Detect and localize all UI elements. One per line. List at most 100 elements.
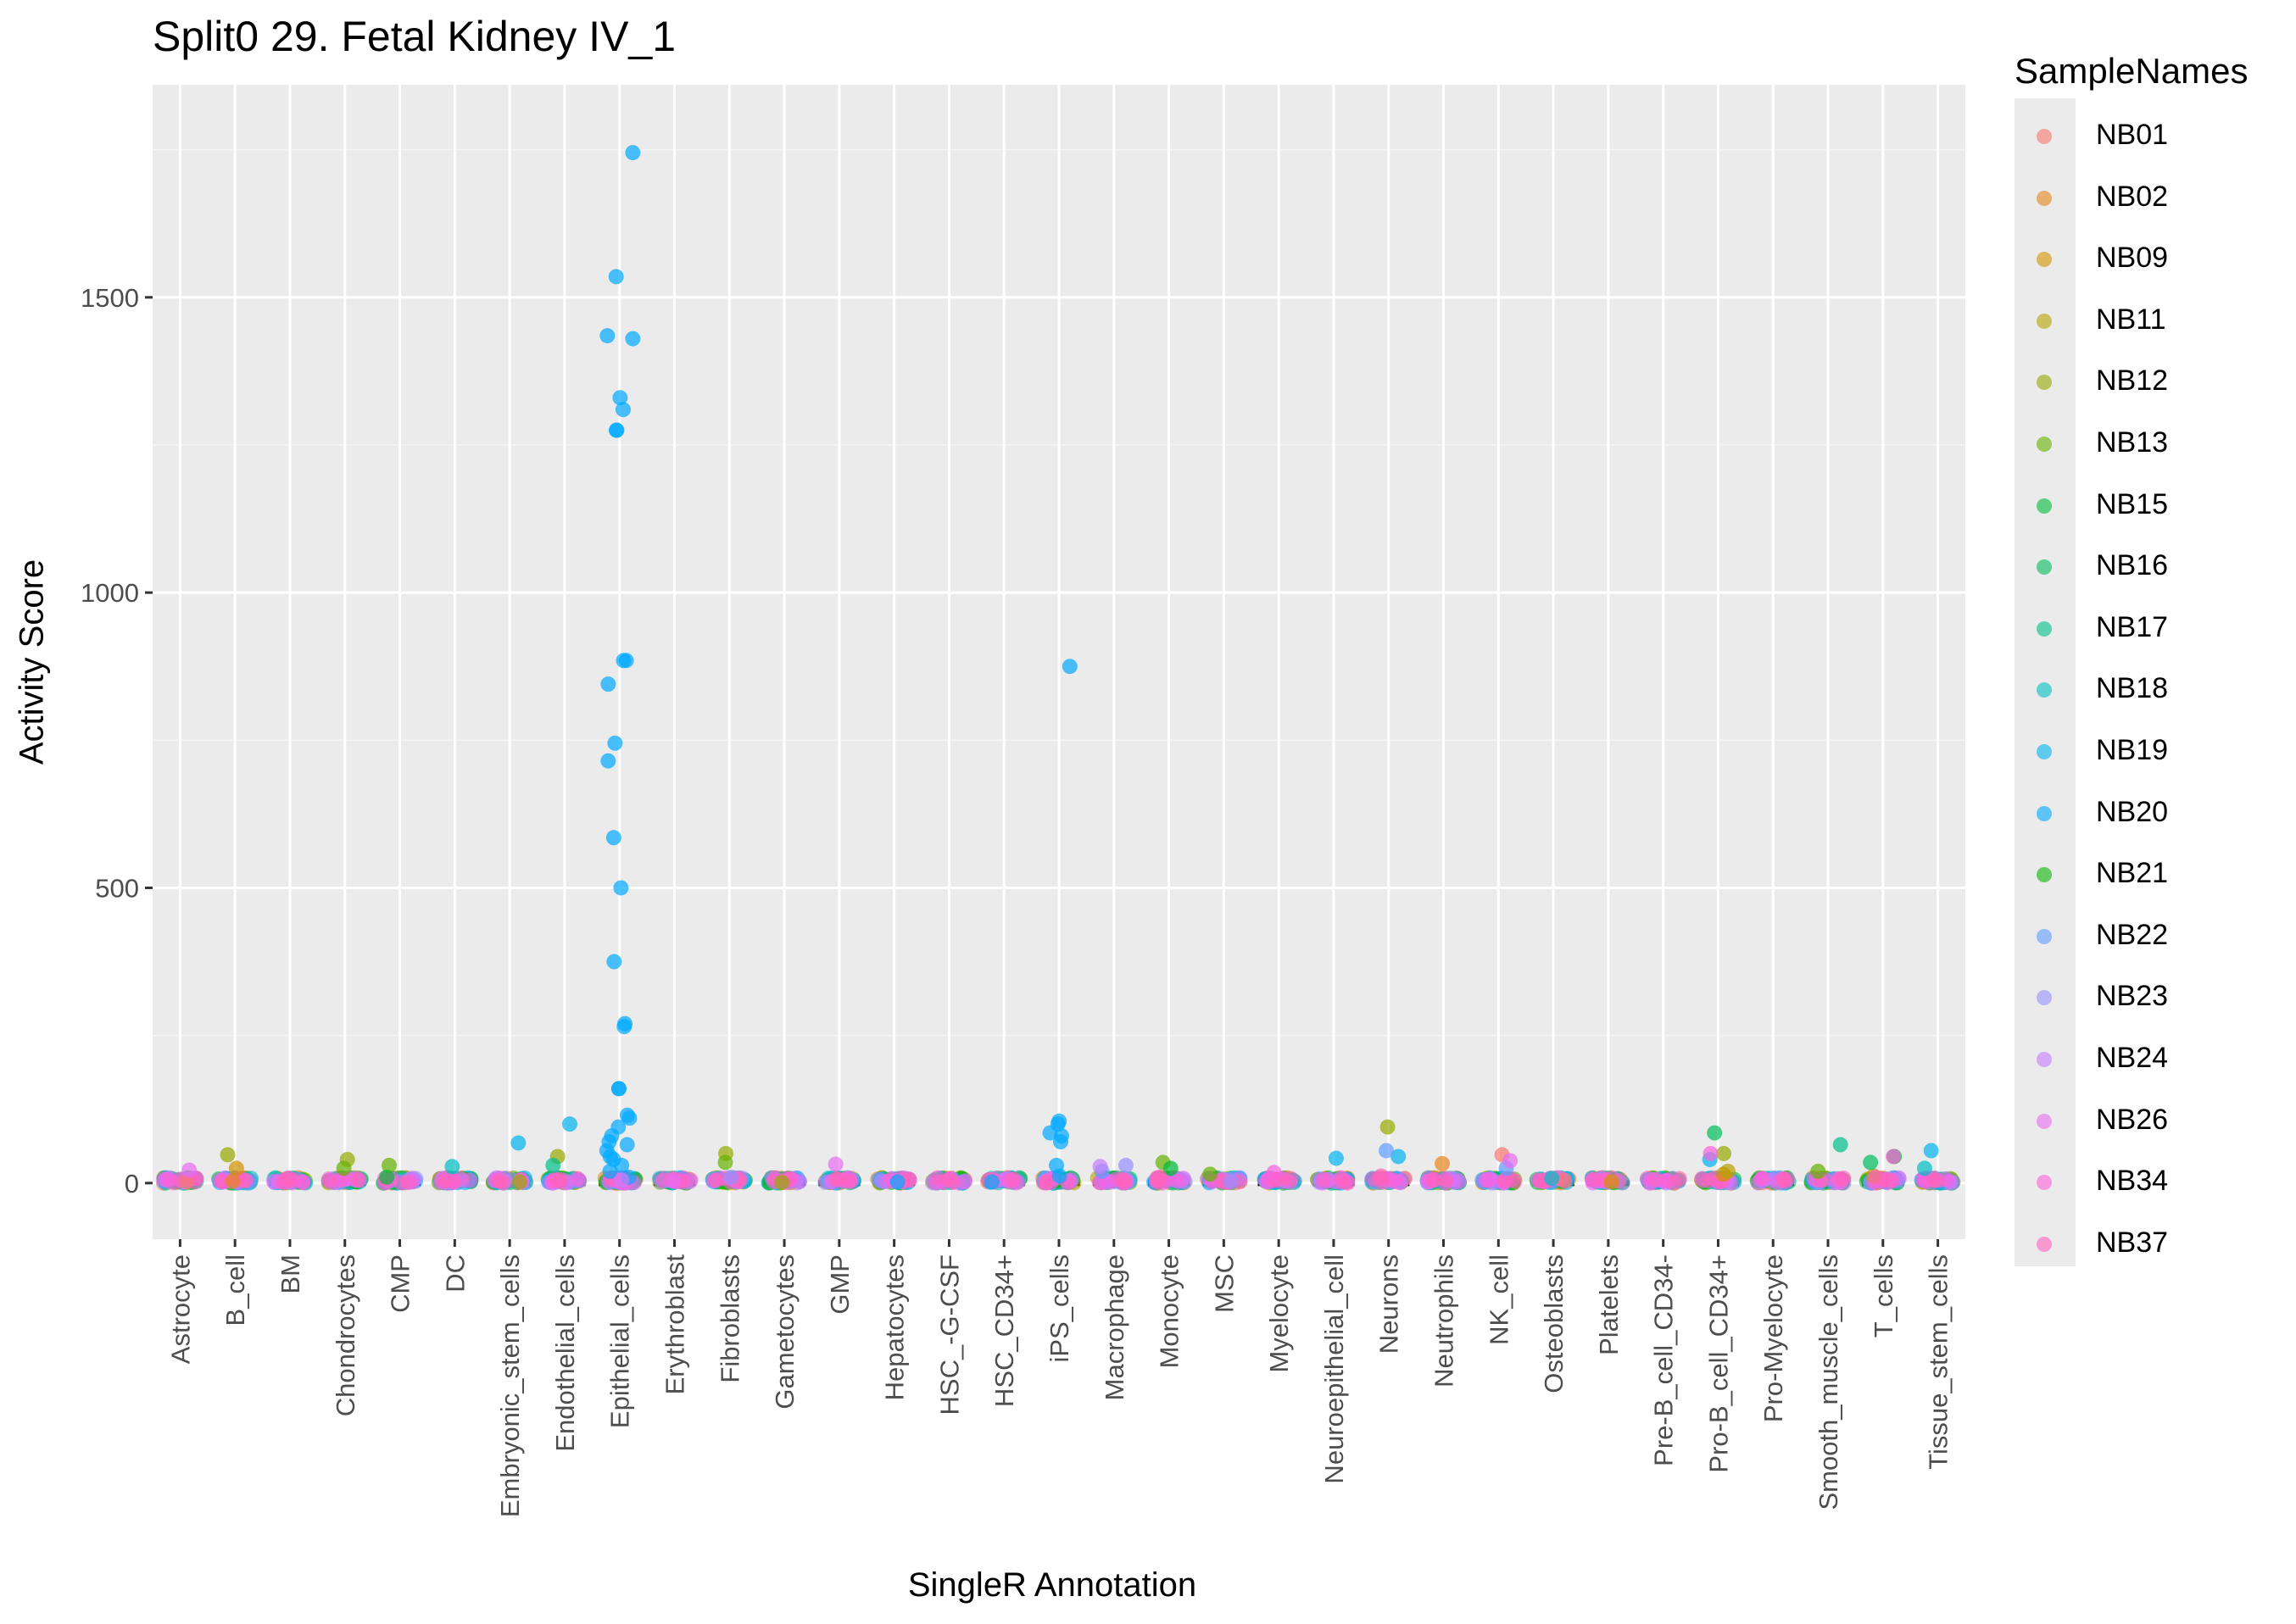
data-point xyxy=(510,1135,527,1151)
data-point xyxy=(625,331,641,347)
x-tick-label: Endothelial_cells xyxy=(550,1254,580,1452)
legend-item: NB19 xyxy=(2015,722,2269,783)
legend-item: NB11 xyxy=(2015,292,2269,353)
data-point xyxy=(901,1172,917,1188)
data-point xyxy=(1052,1134,1068,1150)
x-tick-label: Gametocytes xyxy=(770,1254,800,1410)
data-point xyxy=(1038,1175,1054,1191)
data-point xyxy=(1151,1169,1168,1185)
legend-item: NB22 xyxy=(2015,907,2269,968)
legend-label: NB18 xyxy=(2096,672,2169,705)
data-point xyxy=(828,1156,844,1172)
data-point xyxy=(614,1172,630,1188)
data-point xyxy=(600,676,616,692)
data-point xyxy=(612,390,628,406)
data-point xyxy=(1603,1174,1619,1190)
data-point xyxy=(616,1019,633,1035)
data-point xyxy=(322,1174,338,1190)
x-tick-label: Platelets xyxy=(1594,1254,1624,1355)
x-tick-label: Pro-Myelocyte xyxy=(1758,1254,1788,1422)
legend-label: NB09 xyxy=(2096,242,2169,275)
data-point xyxy=(295,1174,311,1190)
data-point xyxy=(717,1154,733,1171)
legend-label: NB22 xyxy=(2096,918,2169,951)
data-point xyxy=(605,830,621,846)
data-point xyxy=(181,1162,198,1178)
data-point xyxy=(1649,1171,1665,1187)
data-point xyxy=(774,1175,790,1191)
x-tick-label: Monocyte xyxy=(1155,1254,1184,1368)
data-point xyxy=(1062,659,1078,675)
x-tick-label: Neuroepithelial_cell xyxy=(1319,1254,1349,1484)
legend-key-swatch xyxy=(2037,375,2052,391)
legend-label: NB13 xyxy=(2096,426,2169,459)
data-point xyxy=(237,1172,253,1188)
data-point xyxy=(613,880,629,896)
data-point xyxy=(621,1110,638,1126)
data-point xyxy=(1702,1145,1719,1161)
x-tick-label: BM xyxy=(276,1254,305,1294)
data-point xyxy=(1479,1172,1495,1188)
data-point xyxy=(1390,1148,1407,1165)
legend-item: NB18 xyxy=(2015,660,2269,721)
data-point xyxy=(608,422,624,438)
x-tick-label: iPS_cells xyxy=(1045,1254,1074,1363)
legend-label: NB02 xyxy=(2096,180,2169,213)
x-tick-label: Fibroblasts xyxy=(715,1254,744,1383)
x-tick-label: MSC xyxy=(1209,1254,1239,1313)
legend-key-swatch xyxy=(2037,559,2052,576)
data-point xyxy=(553,1171,569,1187)
data-point xyxy=(842,1174,858,1190)
data-point xyxy=(1716,1145,1732,1161)
data-point xyxy=(666,1173,682,1189)
legend-label: NB26 xyxy=(2096,1103,2169,1136)
data-point xyxy=(1886,1148,1902,1165)
data-point xyxy=(1451,1173,1467,1189)
legend-label: NB34 xyxy=(2096,1165,2169,1198)
data-point xyxy=(1333,1170,1349,1186)
legend-label: NB24 xyxy=(2096,1042,2169,1074)
legend-key-background xyxy=(2015,98,2076,1266)
data-point xyxy=(561,1116,577,1132)
data-point xyxy=(602,1163,618,1179)
legend-key-swatch xyxy=(2037,313,2052,329)
x-tick-label: GMP xyxy=(825,1254,855,1315)
data-point xyxy=(1719,1163,1736,1179)
data-point xyxy=(610,1081,627,1097)
data-point xyxy=(491,1173,507,1189)
legend-key-swatch xyxy=(2037,1236,2052,1252)
data-point xyxy=(1091,1175,1107,1191)
legend-item: NB21 xyxy=(2015,845,2269,906)
data-point xyxy=(444,1159,460,1175)
y-tick-label: 1000 xyxy=(81,578,139,608)
x-tick-label: Astrocyte xyxy=(165,1254,195,1364)
data-point xyxy=(1777,1174,1793,1190)
data-point xyxy=(225,1173,241,1189)
x-tick-label: Neutrophils xyxy=(1429,1254,1459,1388)
data-point xyxy=(956,1174,972,1190)
data-point xyxy=(625,145,641,161)
data-point xyxy=(1328,1150,1344,1166)
legend-key-swatch xyxy=(2037,129,2052,144)
data-point xyxy=(379,1169,395,1185)
data-point xyxy=(1585,1171,1602,1187)
data-point xyxy=(1316,1171,1332,1187)
x-tick-label: DC xyxy=(440,1254,470,1293)
data-point xyxy=(616,653,632,669)
data-point xyxy=(1169,1173,1185,1189)
data-point xyxy=(1092,1159,1108,1175)
x-tick-label: Pro-B_cell_CD34+ xyxy=(1703,1254,1733,1473)
data-point xyxy=(600,753,616,769)
data-point xyxy=(1425,1171,1441,1187)
data-point xyxy=(1379,1143,1395,1159)
data-point xyxy=(1707,1125,1723,1141)
legend-label: NB37 xyxy=(2096,1226,2169,1259)
data-point xyxy=(351,1172,367,1188)
legend-key-swatch xyxy=(2037,805,2052,821)
legend-key-swatch xyxy=(2037,744,2052,759)
legend-item: NB16 xyxy=(2015,537,2269,598)
x-tick-label: HSC_CD34+ xyxy=(989,1254,1019,1407)
data-point xyxy=(1831,1171,1847,1187)
x-tick-label: Epithelial_cells xyxy=(605,1254,635,1428)
